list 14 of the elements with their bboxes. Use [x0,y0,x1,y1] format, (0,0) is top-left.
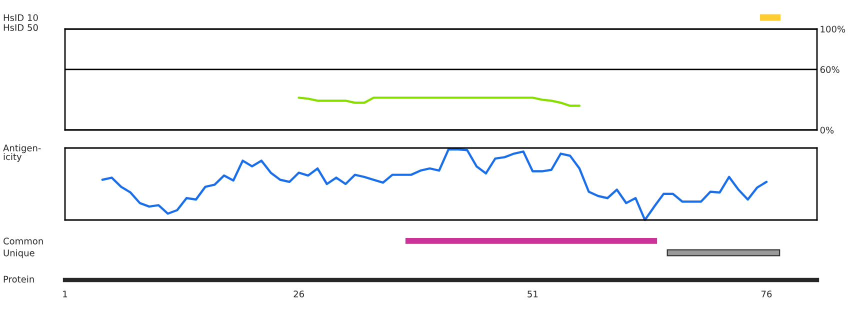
y-axis-title: HsID 50 [4,24,38,31]
y-tick-label: Common [4,238,43,244]
x-tick-label: 51 [528,290,538,298]
x-axis-title: Protein [4,276,34,283]
line-series [298,96,581,107]
x-tick-label: 1 [63,290,68,298]
y-tick-label: 100% [820,26,846,33]
y-tick-label: 0% [820,126,834,134]
y-tick-label: Unique [4,249,34,258]
y-tick-label: HsID 10 [4,14,38,22]
x-tick-label: 76 [761,290,772,298]
x-tick-label: 26 [294,290,304,298]
y-axis-title: Antigen- icity [3,144,41,162]
y-tick-label: 60% [820,66,840,73]
